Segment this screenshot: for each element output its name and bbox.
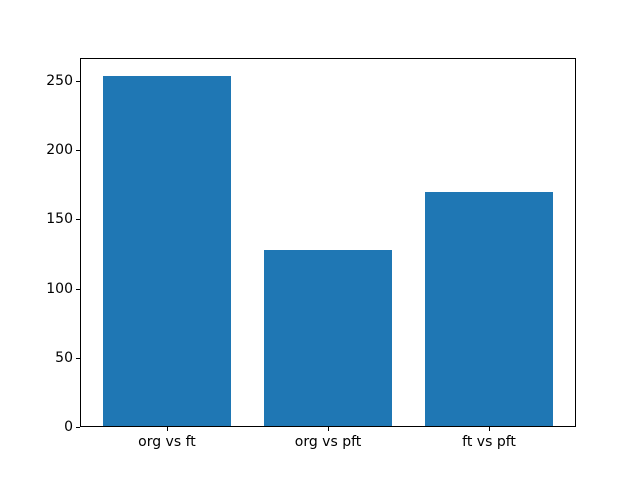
bar-org-vs-ft [102, 75, 232, 427]
bar-ft-vs-pft [424, 191, 554, 427]
y-tick-0 [76, 427, 80, 428]
y-tick-label-150: 150 [46, 211, 73, 228]
x-tick-ft-vs-pft [489, 427, 491, 431]
x-tick-label-org-vs-pft: org vs pft [294, 434, 362, 450]
y-tick-50 [76, 357, 80, 359]
y-tick-label-200: 200 [46, 142, 73, 159]
x-tick-label-org-vs-ft: org vs ft [138, 434, 196, 450]
y-tick-100 [76, 288, 80, 290]
y-tick-label-250: 250 [46, 73, 73, 90]
y-tick-label-50: 50 [55, 349, 73, 366]
y-tick-250 [76, 81, 80, 83]
y-tick-label-100: 100 [46, 280, 73, 297]
y-tick-150 [76, 219, 80, 221]
x-tick-label-ft-vs-pft: ft vs pft [462, 434, 516, 450]
bar-org-vs-pft [263, 249, 393, 427]
plot-area [80, 58, 576, 427]
y-tick-200 [76, 150, 80, 152]
y-tick-label-0: 0 [64, 419, 73, 435]
x-tick-org-vs-ft [166, 427, 168, 431]
x-tick-org-vs-pft [328, 427, 329, 431]
